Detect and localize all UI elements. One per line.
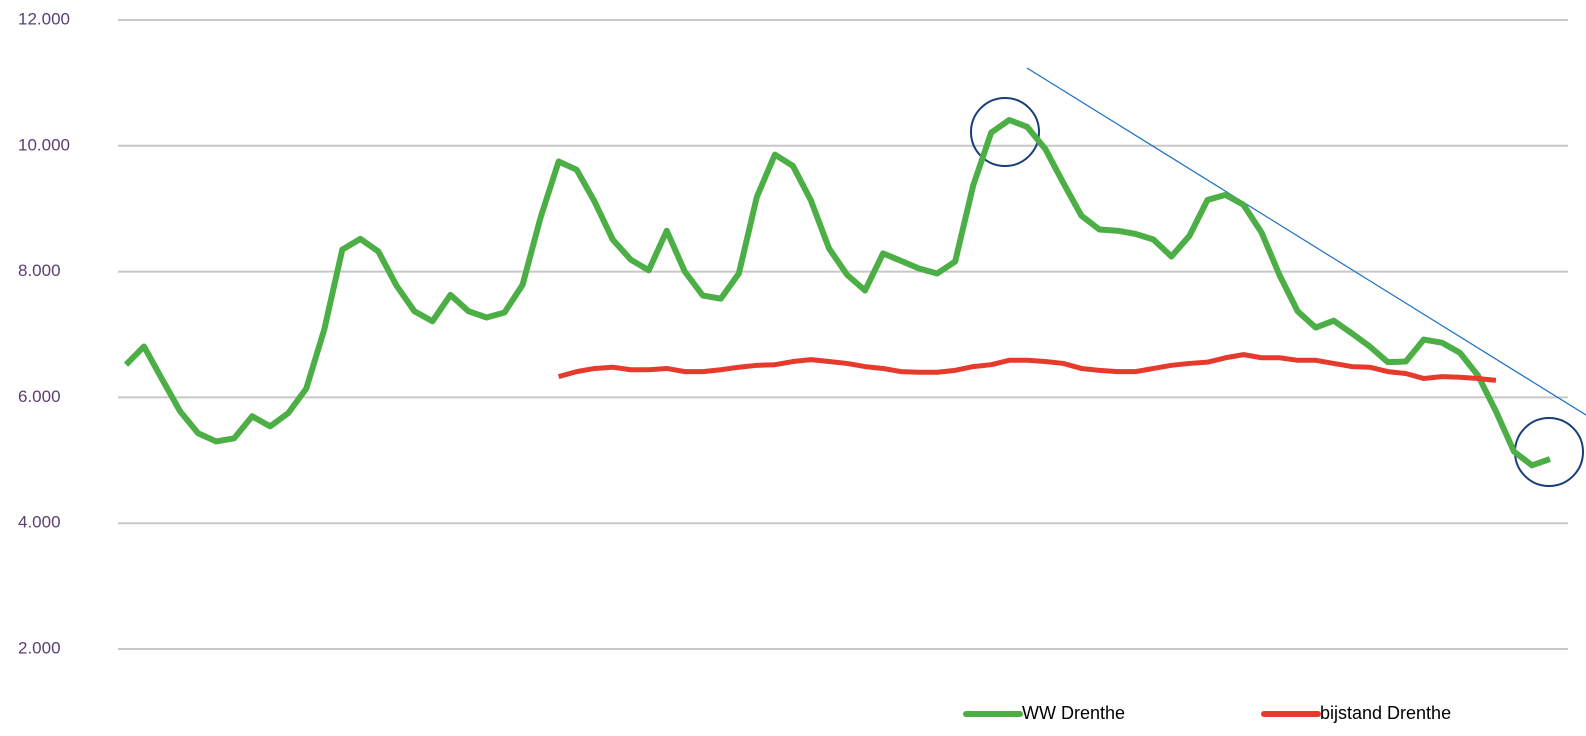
y-tick-label: 2.000 [18, 638, 61, 657]
y-tick-label: 10.000 [18, 135, 70, 154]
highlight-circle [970, 97, 1040, 167]
legend-label: WW Drenthe [1022, 703, 1125, 723]
legend-label: bijstand Drenthe [1320, 703, 1451, 723]
trend-line [1026, 67, 1586, 416]
y-tick-label: 6.000 [18, 387, 61, 406]
y-tick-label: 4.000 [18, 513, 61, 532]
y-tick-label: 8.000 [18, 261, 61, 280]
series-line [557, 352, 1497, 383]
y-tick-label: 12.000 [18, 9, 70, 28]
series-line [123, 117, 1551, 469]
highlight-circle [1514, 417, 1584, 487]
